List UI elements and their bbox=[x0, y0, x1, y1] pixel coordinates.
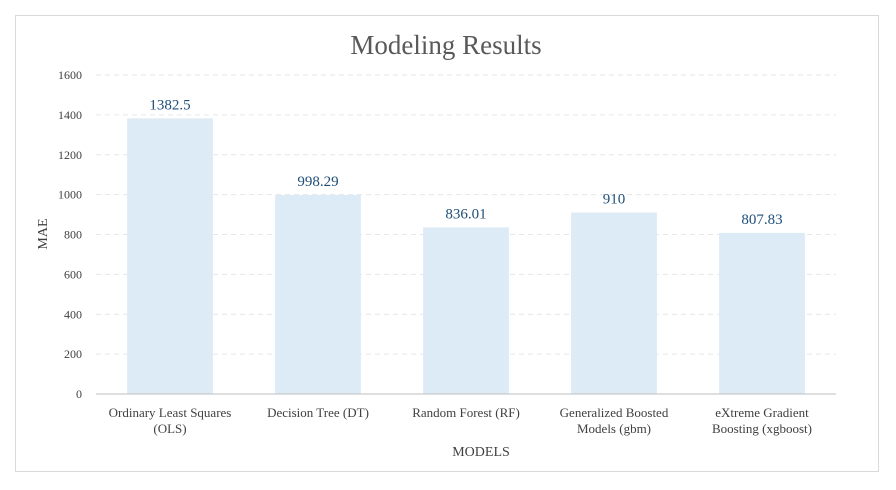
y-tick-label: 0 bbox=[76, 387, 82, 401]
data-label: 807.83 bbox=[741, 212, 782, 228]
bar bbox=[275, 194, 361, 394]
y-tick-label: 400 bbox=[64, 307, 82, 321]
data-label: 910 bbox=[603, 192, 626, 208]
data-label: 1382.5 bbox=[149, 97, 190, 113]
data-label: 998.29 bbox=[297, 174, 338, 190]
x-category-line: eXtreme Gradient bbox=[715, 405, 809, 420]
y-tick-label: 1200 bbox=[58, 148, 82, 162]
bar bbox=[127, 118, 213, 394]
x-category-line: Decision Tree (DT) bbox=[267, 405, 369, 420]
y-tick-label: 600 bbox=[64, 267, 82, 281]
x-category-label: Generalized Boosted Models (gbm) bbox=[560, 405, 669, 436]
x-category-label: Decision Tree (DT) bbox=[267, 405, 369, 420]
chart-title: Modeling Results bbox=[350, 30, 541, 60]
x-category-line: Ordinary Least Squares bbox=[109, 405, 232, 420]
bar bbox=[423, 227, 509, 394]
x-category-line: Models (gbm) bbox=[577, 421, 651, 436]
x-category-line: Boosting (xgboost) bbox=[712, 421, 812, 436]
y-tick-label: 200 bbox=[64, 347, 82, 361]
chart-frame: Modeling Results 0 200 400 600 800 1000 1200 14… bbox=[15, 15, 879, 472]
x-axis-title: MODELS bbox=[452, 445, 510, 460]
y-axis-ticks: 0 200 400 600 800 1000 1200 1400 1600 bbox=[58, 68, 82, 401]
x-category-label: eXtreme Gradient Boosting (xgboost) bbox=[712, 405, 812, 436]
x-axis-categories: Ordinary Least Squares (OLS) Decision Tree… bbox=[109, 405, 812, 436]
y-axis-title: MAE bbox=[36, 218, 51, 249]
data-labels: 1382.5 998.29 836.01 910 807.83 bbox=[149, 97, 782, 228]
y-tick-label: 1400 bbox=[58, 108, 82, 122]
bar bbox=[719, 232, 805, 394]
x-category-line: Random Forest (RF) bbox=[412, 405, 520, 420]
y-tick-label: 1000 bbox=[58, 188, 82, 202]
x-category-label: Random Forest (RF) bbox=[412, 405, 520, 420]
y-tick-label: 1600 bbox=[58, 68, 82, 82]
x-category-label: Ordinary Least Squares (OLS) bbox=[109, 405, 232, 436]
data-label: 836.01 bbox=[445, 206, 486, 222]
bar bbox=[571, 212, 657, 394]
x-category-line: (OLS) bbox=[153, 421, 186, 436]
y-tick-label: 800 bbox=[64, 228, 82, 242]
x-category-line: Generalized Boosted bbox=[560, 405, 669, 420]
bar-chart: Modeling Results 0 200 400 600 800 1000 1200 14… bbox=[36, 30, 836, 460]
bars bbox=[127, 118, 805, 394]
